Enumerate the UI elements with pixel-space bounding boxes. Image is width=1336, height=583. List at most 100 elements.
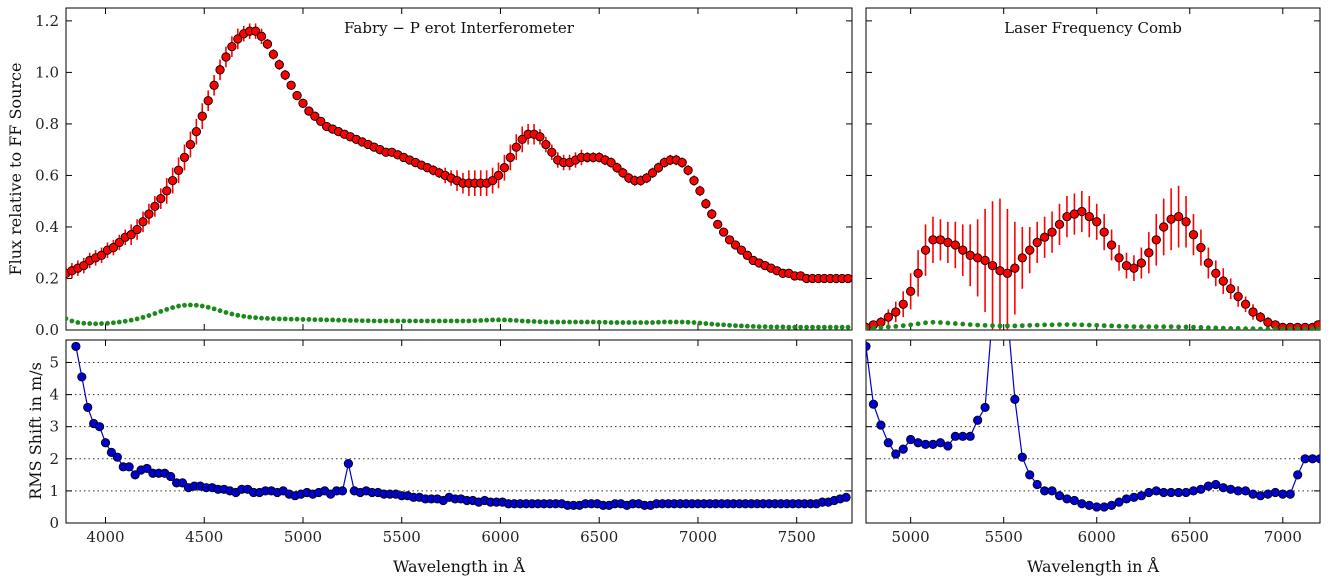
point-top-left-36 (275, 60, 283, 68)
green-point-top-left-25 (212, 306, 217, 311)
green-point-top-left-36 (277, 317, 282, 322)
point-top-left-73 (494, 171, 502, 179)
series-line-bottom-left (76, 346, 846, 505)
green-point-top-left-130 (834, 325, 839, 330)
xticklabel-bottom-left-6: 7000 (679, 528, 717, 546)
green-point-top-left-119 (769, 325, 774, 330)
green-point-top-right-47 (1213, 326, 1218, 331)
green-point-top-right-40 (1161, 324, 1166, 329)
green-point-top-left-63 (437, 319, 442, 324)
green-point-top-left-72 (490, 318, 495, 323)
point-top-right-17 (988, 261, 996, 269)
point-bottom-left-130 (842, 493, 850, 501)
point-top-left-108 (702, 200, 710, 208)
point-top-left-106 (690, 176, 698, 184)
point-bottom-right-35 (1122, 495, 1130, 503)
green-point-top-left-41 (307, 317, 312, 322)
point-top-left-34 (263, 40, 271, 48)
point-top-right-21 (1018, 254, 1026, 262)
point-bottom-right-4 (892, 450, 900, 458)
green-point-top-left-76 (514, 318, 519, 323)
green-point-top-left-99 (650, 320, 655, 325)
green-point-top-right-38 (1146, 324, 1151, 329)
green-point-top-left-90 (597, 320, 602, 325)
green-point-top-left-43 (318, 317, 323, 322)
yticklabel-top-left-1: 0.2 (35, 269, 59, 287)
point-bottom-right-61 (1316, 455, 1324, 463)
point-top-right-52 (1249, 308, 1257, 316)
green-point-top-left-4 (87, 321, 92, 326)
green-point-top-right-6 (908, 322, 913, 327)
green-point-top-left-78 (526, 319, 531, 324)
green-point-top-right-25 (1050, 322, 1055, 327)
green-point-top-left-1 (70, 319, 75, 324)
point-bottom-right-25 (1048, 487, 1056, 495)
green-point-top-left-88 (585, 320, 590, 325)
point-top-right-51 (1241, 300, 1249, 308)
point-bottom-left-9 (125, 463, 133, 471)
green-point-top-right-28 (1072, 322, 1077, 327)
point-top-left-40 (299, 99, 307, 107)
point-bottom-right-5 (899, 445, 907, 453)
green-point-top-left-59 (413, 319, 418, 324)
green-point-top-left-61 (425, 319, 430, 324)
point-top-left-75 (506, 153, 514, 161)
green-point-top-left-128 (822, 325, 827, 330)
point-bottom-right-48 (1219, 483, 1227, 491)
green-point-top-left-120 (775, 325, 780, 330)
yticklabel-top-left-5: 1.0 (35, 63, 59, 81)
point-top-right-12 (951, 241, 959, 249)
point-top-left-107 (696, 187, 704, 195)
point-top-right-4 (892, 308, 900, 316)
xticklabel-bottom-right-0: 5000 (892, 528, 930, 546)
point-bottom-right-43 (1182, 488, 1190, 496)
point-top-right-26 (1055, 220, 1063, 228)
yticklabel-bottom-left-1: 1 (49, 482, 59, 500)
green-point-top-left-81 (543, 320, 548, 325)
green-point-top-right-2 (878, 325, 883, 330)
green-point-top-left-13 (141, 315, 146, 320)
xlabel-right: Wavelength in Å (1027, 556, 1160, 576)
green-point-top-left-38 (289, 317, 294, 322)
green-point-top-left-112 (727, 323, 732, 328)
green-point-top-left-2 (75, 320, 80, 325)
green-point-top-left-47 (342, 318, 347, 323)
green-point-top-left-27 (224, 310, 229, 315)
green-point-top-left-118 (763, 324, 768, 329)
point-top-right-34 (1115, 254, 1123, 262)
green-point-top-left-125 (804, 325, 809, 330)
green-point-top-left-11 (129, 318, 134, 323)
green-point-top-left-53 (378, 319, 383, 324)
green-point-top-left-67 (461, 319, 466, 324)
green-point-top-left-102 (668, 320, 673, 325)
point-bottom-right-58 (1293, 471, 1301, 479)
green-point-top-right-26 (1057, 322, 1062, 327)
green-point-top-left-32 (253, 315, 258, 320)
green-point-top-left-71 (484, 318, 489, 323)
point-top-left-38 (287, 81, 295, 89)
point-top-left-28 (228, 42, 236, 50)
green-point-top-right-27 (1065, 322, 1070, 327)
point-bottom-right-20 (1011, 395, 1019, 403)
yticklabel-top-left-3: 0.6 (35, 166, 59, 184)
green-point-top-right-22 (1027, 323, 1032, 328)
green-point-top-left-49 (354, 318, 359, 323)
green-point-top-left-17 (164, 307, 169, 312)
ylabel-top: Flux relative to FF Source (6, 63, 25, 276)
yticklabel-top-left-6: 1.2 (35, 12, 59, 30)
point-top-left-35 (269, 50, 277, 58)
green-point-top-left-10 (123, 319, 128, 324)
point-top-left-26 (216, 66, 224, 74)
point-top-right-3 (884, 313, 892, 321)
point-bottom-right-44 (1189, 487, 1197, 495)
green-point-top-left-110 (715, 322, 720, 327)
point-top-right-36 (1130, 264, 1138, 272)
green-point-top-left-60 (419, 319, 424, 324)
green-point-top-right-56 (1280, 327, 1285, 332)
green-point-top-right-15 (975, 323, 980, 328)
green-point-top-left-37 (283, 317, 288, 322)
point-bottom-right-0 (862, 342, 870, 350)
green-point-top-left-24 (206, 305, 211, 310)
green-point-top-left-86 (573, 320, 578, 325)
xticklabel-bottom-left-5: 6500 (580, 528, 618, 546)
